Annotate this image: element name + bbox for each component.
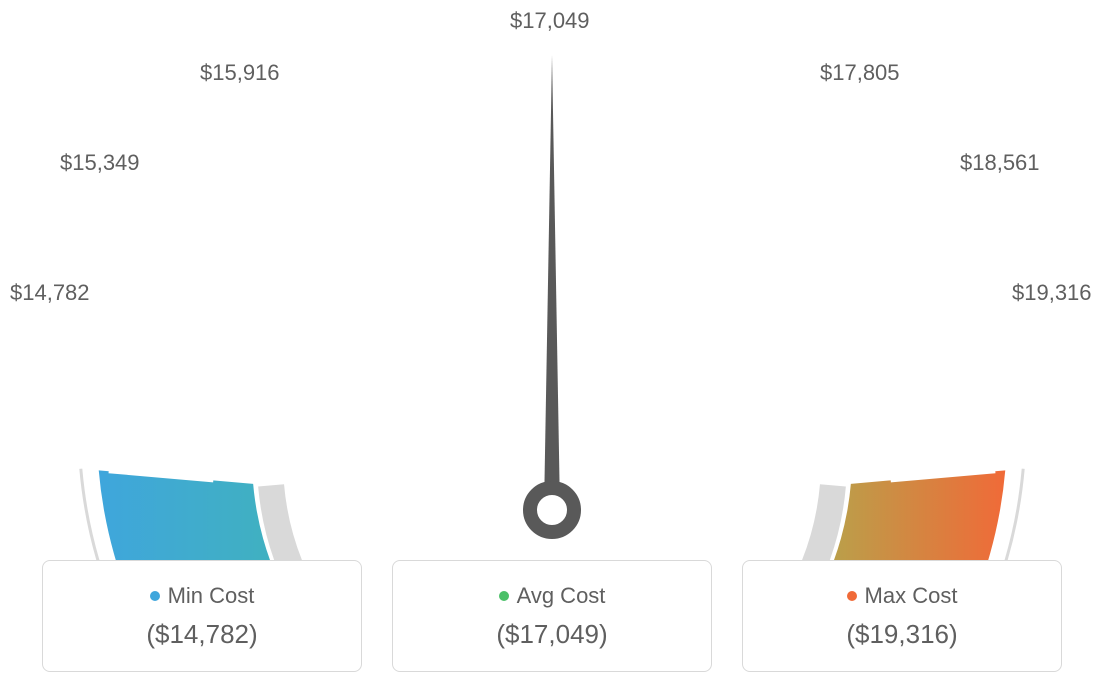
max-cost-title: Max Cost	[865, 583, 958, 609]
avg-cost-title-row: Avg Cost	[499, 583, 606, 609]
max-cost-title-row: Max Cost	[847, 583, 958, 609]
gauge-svg	[0, 0, 1104, 560]
min-cost-title: Min Cost	[168, 583, 255, 609]
min-cost-value: ($14,782)	[146, 619, 257, 650]
max-cost-value: ($19,316)	[846, 619, 957, 650]
summary-cards: Min Cost ($14,782) Avg Cost ($17,049) Ma…	[0, 560, 1104, 672]
gauge-chart-container: $14,782$15,349$15,916$17,049$17,805$18,5…	[0, 0, 1104, 690]
avg-cost-title: Avg Cost	[517, 583, 606, 609]
max-cost-card: Max Cost ($19,316)	[742, 560, 1062, 672]
min-cost-card: Min Cost ($14,782)	[42, 560, 362, 672]
avg-cost-card: Avg Cost ($17,049)	[392, 560, 712, 672]
gauge-area: $14,782$15,349$15,916$17,049$17,805$18,5…	[0, 0, 1104, 560]
min-cost-title-row: Min Cost	[150, 583, 255, 609]
avg-dot-icon	[499, 591, 509, 601]
avg-cost-value: ($17,049)	[496, 619, 607, 650]
max-dot-icon	[847, 591, 857, 601]
min-dot-icon	[150, 591, 160, 601]
